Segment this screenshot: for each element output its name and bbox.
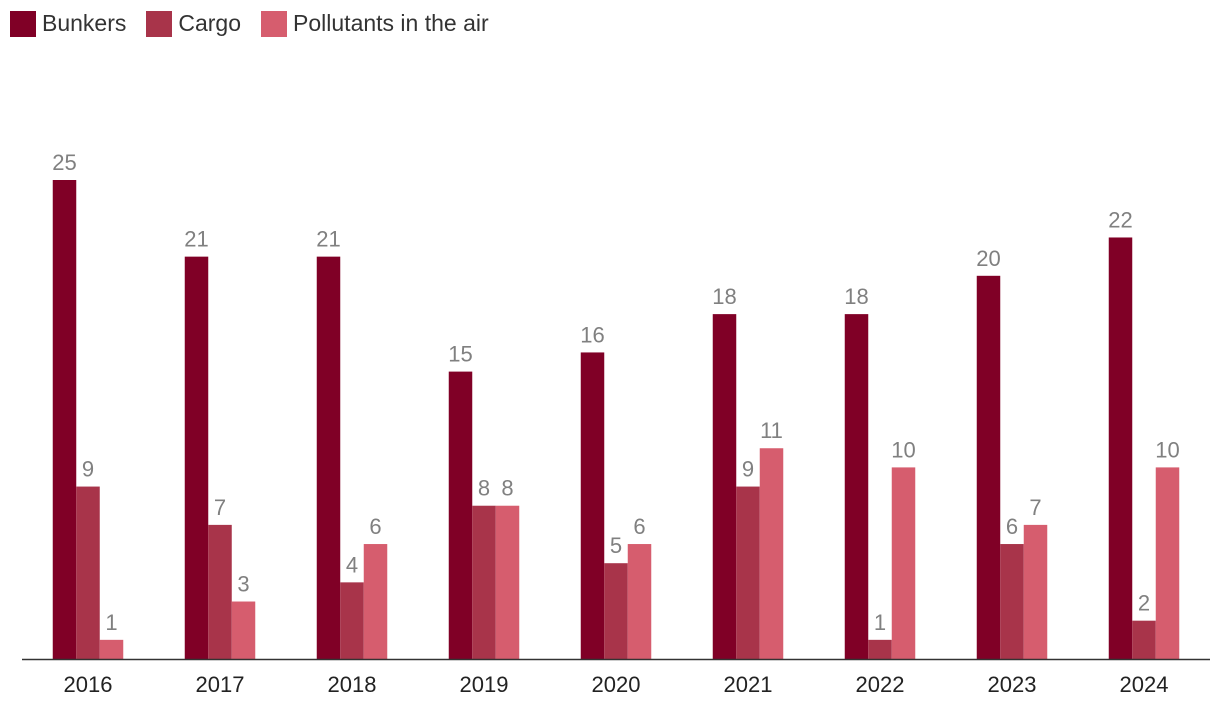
data-label-bunkers-2024: 22	[1108, 207, 1132, 232]
bar-cargo-2022[interactable]	[868, 639, 892, 659]
bar-bunkers-2016[interactable]	[52, 180, 77, 659]
bar-pollutants-in-the-air-2018[interactable]	[363, 544, 388, 659]
bar-bunkers-2019[interactable]	[448, 371, 473, 659]
bar-cargo-2016[interactable]	[76, 486, 100, 659]
x-tick-label-2021: 2021	[724, 672, 773, 697]
data-label-pollutants-in-the-air-2018: 6	[369, 514, 381, 539]
bar-cargo-2018[interactable]	[340, 582, 364, 659]
data-label-cargo-2024: 2	[1138, 591, 1150, 616]
bar-bunkers-2017[interactable]	[184, 256, 209, 659]
bar-pollutants-in-the-air-2019[interactable]	[495, 505, 520, 659]
x-tick-label-2019: 2019	[460, 672, 509, 697]
data-label-cargo-2019: 8	[478, 476, 490, 501]
bar-bunkers-2024[interactable]	[1108, 237, 1133, 660]
data-label-bunkers-2018: 21	[316, 227, 340, 252]
data-label-cargo-2022: 1	[874, 610, 886, 635]
x-tick-label-2017: 2017	[196, 672, 245, 697]
bar-cargo-2023[interactable]	[1000, 544, 1024, 659]
bar-pollutants-in-the-air-2017[interactable]	[231, 601, 256, 659]
bar-bunkers-2020[interactable]	[580, 352, 605, 659]
data-label-cargo-2021: 9	[742, 457, 754, 482]
bar-bunkers-2022[interactable]	[844, 314, 869, 659]
data-label-pollutants-in-the-air-2019: 8	[501, 476, 513, 501]
data-label-bunkers-2016: 25	[52, 150, 76, 175]
data-label-cargo-2017: 7	[214, 495, 226, 520]
legend-swatch-bunkers	[10, 10, 36, 37]
data-label-bunkers-2021: 18	[712, 284, 736, 309]
legend-item-bunkers[interactable]: Bunkers	[10, 10, 126, 37]
x-tick-label-2020: 2020	[592, 672, 641, 697]
bar-bunkers-2021[interactable]	[712, 314, 737, 659]
legend-item-pollutants[interactable]: Pollutants in the air	[261, 10, 489, 37]
data-label-pollutants-in-the-air-2023: 7	[1029, 495, 1041, 520]
x-tick-label-2023: 2023	[988, 672, 1037, 697]
data-label-pollutants-in-the-air-2020: 6	[633, 514, 645, 539]
data-label-cargo-2016: 9	[82, 457, 94, 482]
legend-item-cargo[interactable]: Cargo	[146, 10, 241, 37]
bar-pollutants-in-the-air-2024[interactable]	[1155, 467, 1180, 659]
x-tick-label-2016: 2016	[64, 672, 113, 697]
legend-swatch-cargo	[146, 10, 173, 37]
legend: Bunkers Cargo Pollutants in the air	[10, 10, 509, 37]
bar-pollutants-in-the-air-2016[interactable]	[99, 639, 124, 659]
bar-pollutants-in-the-air-2022[interactable]	[891, 467, 916, 659]
data-label-bunkers-2023: 20	[976, 246, 1000, 271]
data-label-bunkers-2019: 15	[448, 342, 472, 367]
bar-cargo-2019[interactable]	[472, 505, 496, 659]
data-label-cargo-2020: 5	[610, 533, 622, 558]
data-label-cargo-2023: 6	[1006, 514, 1018, 539]
legend-label-pollutants: Pollutants in the air	[293, 10, 489, 36]
x-tick-label-2022: 2022	[856, 672, 905, 697]
data-label-pollutants-in-the-air-2017: 3	[237, 572, 249, 597]
bar-cargo-2020[interactable]	[604, 563, 628, 659]
data-label-pollutants-in-the-air-2022: 10	[891, 437, 915, 462]
bar-pollutants-in-the-air-2020[interactable]	[627, 544, 652, 659]
bar-cargo-2017[interactable]	[208, 524, 232, 659]
data-label-cargo-2018: 4	[346, 552, 358, 577]
x-tick-label-2024: 2024	[1120, 672, 1169, 697]
bar-pollutants-in-the-air-2021[interactable]	[759, 448, 784, 659]
bar-bunkers-2023[interactable]	[976, 275, 1001, 659]
legend-label-bunkers: Bunkers	[42, 10, 127, 36]
bar-cargo-2024[interactable]	[1132, 620, 1156, 659]
bar-cargo-2021[interactable]	[736, 486, 760, 659]
data-label-bunkers-2017: 21	[184, 227, 208, 252]
data-label-pollutants-in-the-air-2021: 11	[760, 418, 783, 443]
data-label-bunkers-2020: 16	[580, 322, 604, 347]
bar-pollutants-in-the-air-2023[interactable]	[1023, 524, 1048, 659]
legend-label-cargo: Cargo	[178, 10, 242, 36]
data-label-pollutants-in-the-air-2016: 1	[105, 610, 117, 635]
bar-bunkers-2018[interactable]	[316, 256, 341, 659]
data-label-pollutants-in-the-air-2024: 10	[1155, 437, 1179, 462]
legend-swatch-pollutants	[261, 10, 288, 37]
x-tick-label-2018: 2018	[328, 672, 377, 697]
data-label-bunkers-2022: 18	[844, 284, 868, 309]
